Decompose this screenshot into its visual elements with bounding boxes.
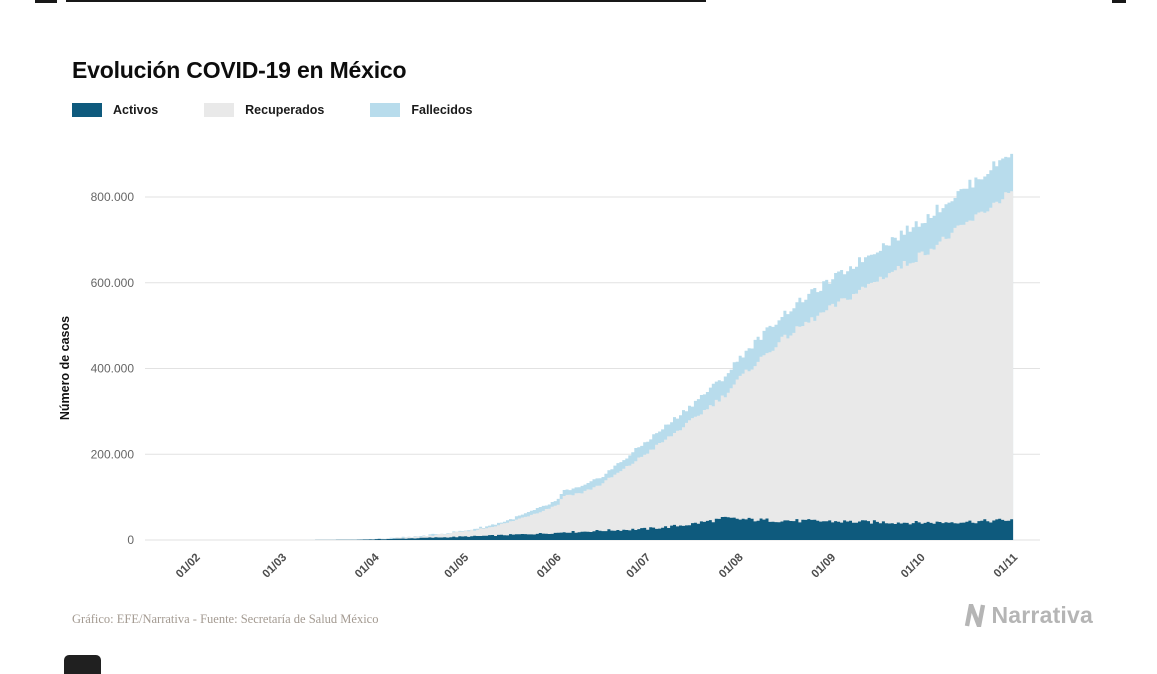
legend-item-recuperados: Recuperados — [204, 103, 324, 117]
x-tick-label: 01/06 — [535, 552, 564, 581]
x-tick-label: 01/11 — [992, 551, 1021, 580]
legend-item-fallecidos: Fallecidos — [370, 103, 473, 117]
screen-artifact-bottom-left-widget — [64, 655, 101, 674]
page-title: Evolución COVID-19 en México — [72, 57, 407, 84]
x-tick-label: 01/02 — [174, 552, 203, 581]
y-tick-label: 400.000 — [91, 362, 135, 376]
legend-swatch-recuperados — [204, 103, 235, 117]
screen-artifact-top-line-long — [66, 0, 706, 2]
y-tick-label: 600.000 — [91, 276, 135, 290]
screen-artifact-top-mark — [1112, 0, 1126, 3]
legend-label-recuperados: Recuperados — [245, 103, 325, 117]
legend-label-fallecidos: Fallecidos — [411, 103, 473, 117]
y-tick-label: 800.000 — [91, 190, 135, 204]
chart-source-credit: Gráfico: EFE/Narrativa - Fuente: Secreta… — [72, 612, 379, 626]
narrativa-logo: Narrativa — [963, 602, 1093, 629]
chart-legend: Activos Recuperados Fallecidos — [72, 103, 473, 117]
narrativa-n-icon — [965, 604, 986, 627]
x-tick-label: 01/09 — [809, 552, 838, 581]
x-tick-label: 01/05 — [442, 551, 471, 580]
x-tick-label: 01/07 — [624, 552, 653, 581]
area-activos — [145, 516, 1014, 540]
brand-name: Narrativa — [991, 602, 1093, 628]
legend-swatch-activos — [72, 103, 102, 117]
y-tick-label: 200.000 — [91, 447, 135, 461]
legend-swatch-fallecidos — [370, 103, 401, 117]
x-tick-label: 01/08 — [717, 551, 746, 580]
x-tick-label: 01/10 — [899, 552, 928, 581]
legend-item-activos: Activos — [72, 103, 158, 117]
screen-artifact-top-line-short — [35, 0, 57, 3]
x-tick-label: 01/04 — [353, 551, 382, 580]
area-recuperados — [145, 185, 1014, 540]
x-tick-label: 01/03 — [260, 552, 289, 581]
y-axis-title: Número de casos — [58, 316, 72, 420]
legend-label-activos: Activos — [113, 103, 159, 117]
y-tick-label: 0 — [127, 533, 134, 547]
